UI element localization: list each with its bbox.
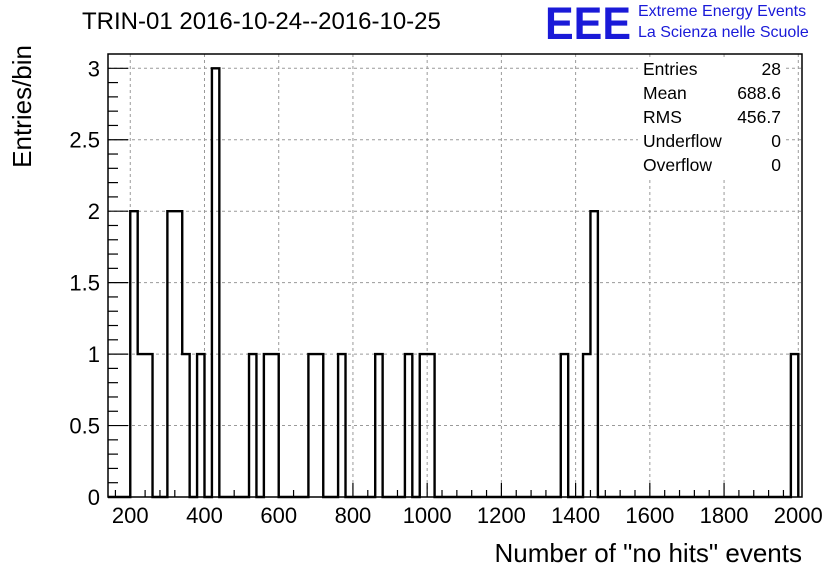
y-tick-label: 2.5 [69,128,100,153]
x-axis-label: Number of "no hits" events [495,538,803,568]
axis-ticks [108,67,799,498]
eee-logo: EEE [545,2,631,42]
y-tick-label: 1.5 [69,271,100,296]
x-tick-label: 400 [186,503,223,528]
x-tick-label: 800 [335,503,372,528]
stats-value: 688.6 [737,83,781,103]
y-axis-label: Entries/bin [7,45,37,168]
stats-row-entries: Entries 28 [638,57,786,81]
stats-row-overflow: Overflow 0 [638,153,786,177]
x-tick-label: 1800 [700,503,749,528]
plot-frame [107,53,803,498]
logo-mark: EEE [545,2,631,42]
histogram-outline [108,67,800,499]
stats-label: Entries [643,59,698,79]
stats-value: 0 [771,155,781,175]
y-tick-label: 0 [88,485,100,510]
stats-label: Underflow [643,131,722,151]
stats-box: Entries 28 Mean 688.6 RMS 456.7 Underflow 0 … [638,57,786,177]
stats-label: Overflow [643,155,713,175]
stats-label: Mean [643,83,687,103]
x-tick-label: 1000 [403,503,452,528]
y-tick-label: 1 [88,342,100,367]
y-tick-label: 2 [88,199,100,224]
tick-labels: 200 400 600 800 1000 1200 1400 1600 1800 200000.5… [69,56,822,528]
x-tick-label: 1600 [625,503,674,528]
logo-line-1: Extreme Energy Events [638,3,807,20]
stats-row-mean: Mean 688.6 [638,81,786,105]
x-tick-label: 600 [260,503,297,528]
stats-value: 0 [771,131,781,151]
stats-value: 28 [761,59,781,79]
chart-title: TRIN-01 2016-10-24--2016-10-25 [82,8,441,35]
stats-value: 456.7 [737,107,781,127]
x-tick-label: 2000 [774,503,823,528]
stats-row-underflow: Underflow 0 [638,129,786,153]
y-tick-label: 3 [88,56,100,81]
x-tick-label: 1400 [551,503,600,528]
y-tick-label: 0.5 [69,414,100,439]
x-tick-label: 1200 [477,503,526,528]
stats-label: RMS [643,107,682,127]
x-tick-label: 200 [112,503,149,528]
logo-line-2: La Scienza nelle Scuole [638,24,809,41]
stats-row-rms: RMS 456.7 [638,105,786,129]
